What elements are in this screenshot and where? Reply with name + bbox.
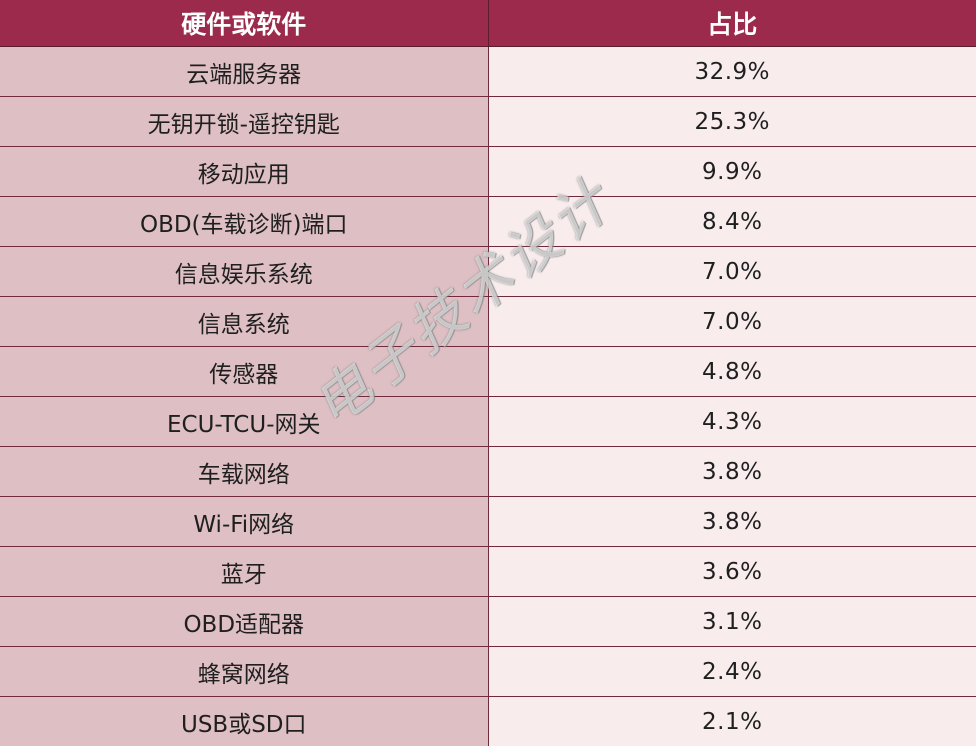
row-share: 2.1%: [488, 697, 976, 746]
table-row: 传感器 4.8%: [0, 347, 976, 397]
row-name: 无钥开锁-遥控钥匙: [0, 97, 488, 147]
row-share: 8.4%: [488, 197, 976, 247]
row-name: 移动应用: [0, 147, 488, 197]
table-row: OBD适配器 3.1%: [0, 597, 976, 647]
row-share: 3.1%: [488, 597, 976, 647]
row-name: 蜂窝网络: [0, 647, 488, 697]
row-name: 蓝牙: [0, 547, 488, 597]
row-name: USB或SD口: [0, 697, 488, 746]
row-share: 7.0%: [488, 297, 976, 347]
row-share: 9.9%: [488, 147, 976, 197]
row-name: Wi-Fi网络: [0, 497, 488, 547]
row-share: 7.0%: [488, 247, 976, 297]
header-row: 硬件或软件 占比: [0, 0, 976, 47]
row-share: 32.9%: [488, 47, 976, 97]
row-name: ECU-TCU-网关: [0, 397, 488, 447]
table-row: OBD(车载诊断)端口 8.4%: [0, 197, 976, 247]
row-name: 车载网络: [0, 447, 488, 497]
row-name: 信息系统: [0, 297, 488, 347]
row-name: OBD适配器: [0, 597, 488, 647]
table-row: 蜂窝网络 2.4%: [0, 647, 976, 697]
table-row: 云端服务器 32.9%: [0, 47, 976, 97]
table-row: 移动应用 9.9%: [0, 147, 976, 197]
table-row: 蓝牙 3.6%: [0, 547, 976, 597]
row-name: 云端服务器: [0, 47, 488, 97]
row-share: 4.3%: [488, 397, 976, 447]
row-share: 25.3%: [488, 97, 976, 147]
row-name: 信息娱乐系统: [0, 247, 488, 297]
table-row: 无钥开锁-遥控钥匙 25.3%: [0, 97, 976, 147]
table-row: Wi-Fi网络 3.8%: [0, 497, 976, 547]
row-share: 2.4%: [488, 647, 976, 697]
table-row: 信息系统 7.0%: [0, 297, 976, 347]
row-share: 3.8%: [488, 497, 976, 547]
table-row: ECU-TCU-网关 4.3%: [0, 397, 976, 447]
header-share: 占比: [488, 0, 976, 47]
table-row: 车载网络 3.8%: [0, 447, 976, 497]
row-share: 3.8%: [488, 447, 976, 497]
table-row: 信息娱乐系统 7.0%: [0, 247, 976, 297]
header-hardware-software: 硬件或软件: [0, 0, 488, 47]
table-row: USB或SD口 2.1%: [0, 697, 976, 746]
row-name: OBD(车载诊断)端口: [0, 197, 488, 247]
row-share: 4.8%: [488, 347, 976, 397]
row-name: 传感器: [0, 347, 488, 397]
row-share: 3.6%: [488, 547, 976, 597]
